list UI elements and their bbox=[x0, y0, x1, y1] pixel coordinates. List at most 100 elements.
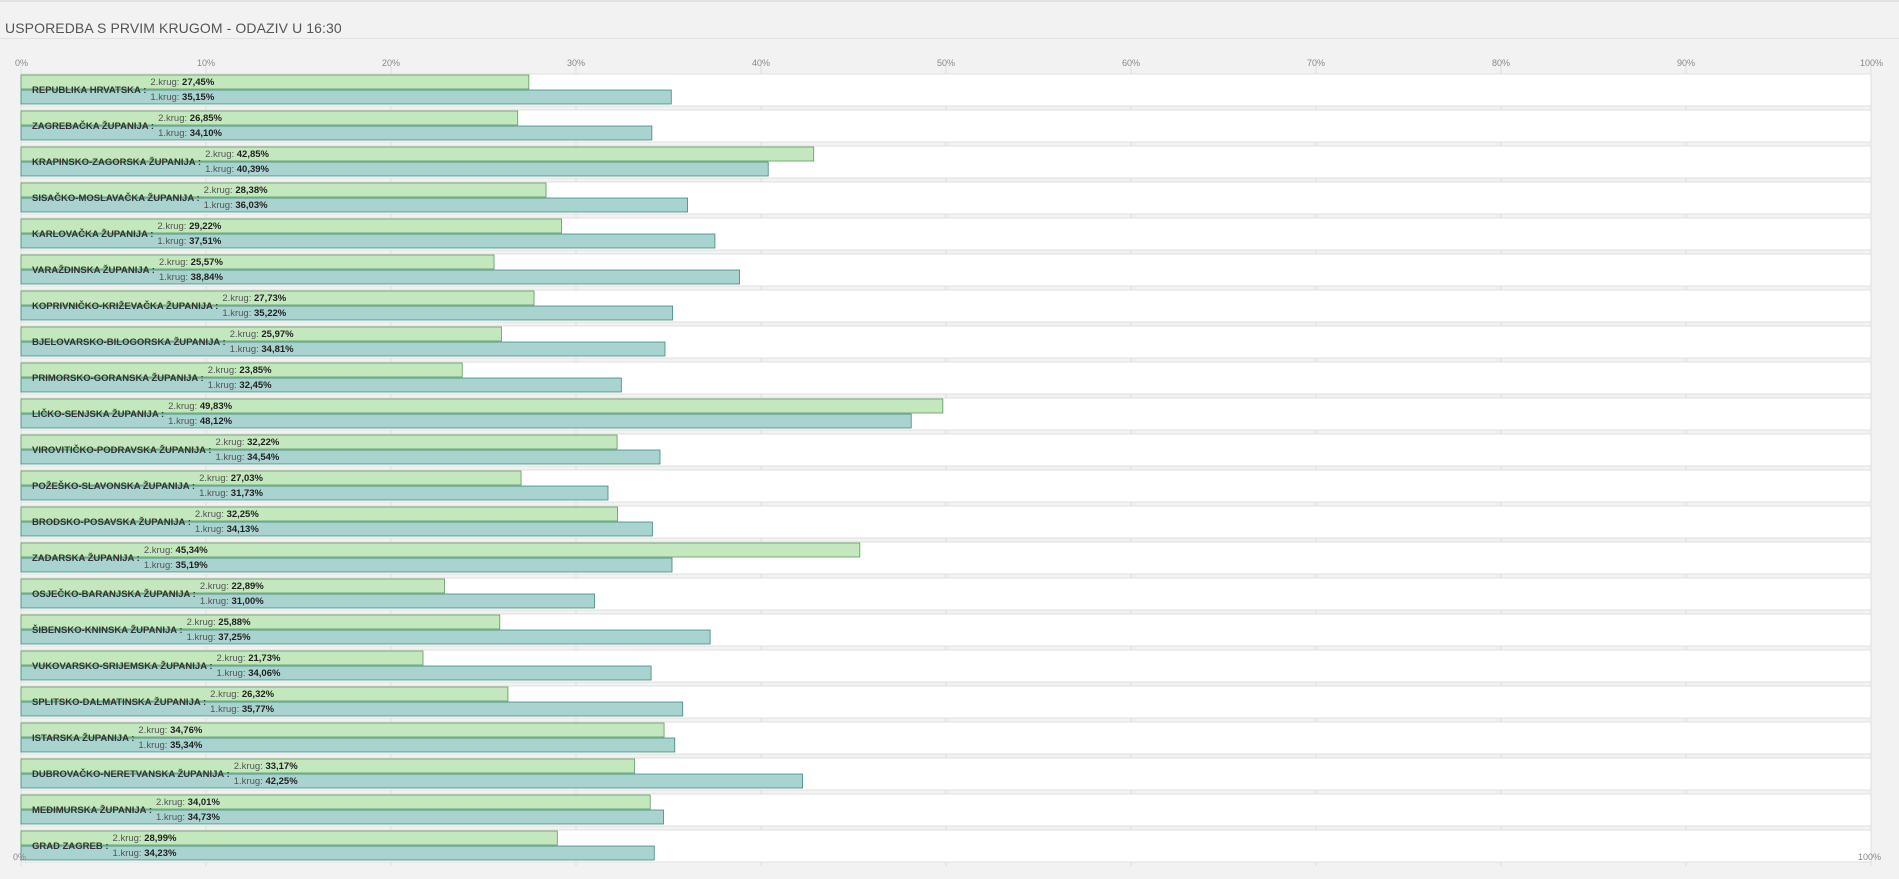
x-tick-label: 40% bbox=[752, 58, 770, 68]
value-label-round2: 2.krug: 29,22% bbox=[157, 221, 221, 232]
value-label-round2: 2.krug: 49,83% bbox=[168, 401, 232, 412]
x-tick-label: 30% bbox=[567, 58, 585, 68]
category-label: POŽEŠKO-SLAVONSKA ŽUPANIJA : bbox=[32, 480, 195, 492]
value-label-round2: 2.krug: 34,01% bbox=[156, 797, 220, 808]
bar-round1 bbox=[20, 341, 666, 357]
value-label-round1: 1.krug: 34,81% bbox=[230, 344, 294, 355]
bar-round2 bbox=[20, 830, 558, 846]
bar-round2 bbox=[20, 218, 562, 234]
value-label-round1: 1.krug: 35,22% bbox=[222, 308, 286, 319]
bar-round2 bbox=[20, 362, 463, 378]
value-label-round2: 2.krug: 25,88% bbox=[187, 617, 251, 628]
value-label-round1: 1.krug: 37,51% bbox=[157, 236, 221, 247]
value-label-round1: 1.krug: 40,39% bbox=[205, 164, 269, 175]
value-label-round1: 1.krug: 32,45% bbox=[208, 380, 272, 391]
bar-round1 bbox=[20, 233, 716, 249]
category-label: KRAPINSKO-ZAGORSKA ŽUPANIJA : bbox=[32, 156, 201, 168]
title-divider bbox=[0, 38, 1899, 39]
bar-round1 bbox=[20, 125, 653, 141]
bar-round2 bbox=[20, 326, 502, 342]
value-label-round1: 1.krug: 35,34% bbox=[138, 740, 202, 751]
category-label: MEĐIMURSKA ŽUPANIJA : bbox=[32, 804, 152, 816]
category-label: ISTARSKA ŽUPANIJA : bbox=[32, 732, 134, 744]
value-label-round2: 2.krug: 21,73% bbox=[217, 653, 281, 664]
bar-round1 bbox=[20, 521, 653, 537]
bar-round1 bbox=[20, 449, 661, 465]
value-label-round2: 2.krug: 23,85% bbox=[208, 365, 272, 376]
bar-round1 bbox=[20, 593, 595, 609]
value-label-round1: 1.krug: 31,73% bbox=[199, 488, 263, 499]
x-tick-label: 100% bbox=[1860, 58, 1883, 68]
x-tick-label: 0% bbox=[15, 58, 28, 68]
value-label-round1: 1.krug: 42,25% bbox=[234, 776, 298, 787]
bar-round1 bbox=[20, 737, 676, 753]
top-border bbox=[0, 0, 1899, 2]
bar-round1 bbox=[20, 305, 673, 321]
bar-round2 bbox=[20, 758, 636, 774]
bar-round2 bbox=[20, 650, 424, 666]
bar-round2 bbox=[20, 290, 535, 306]
x-tick-label: 20% bbox=[382, 58, 400, 68]
value-label-round2: 2.krug: 32,22% bbox=[215, 437, 279, 448]
category-label: VIROVITIČKO-PODRAVSKA ŽUPANIJA : bbox=[32, 444, 211, 456]
bar-round2 bbox=[20, 254, 495, 270]
bar-round2 bbox=[20, 182, 547, 198]
bar-round1 bbox=[20, 845, 655, 861]
value-label-round2: 2.krug: 27,73% bbox=[222, 293, 286, 304]
bar-round1 bbox=[20, 485, 609, 501]
value-label-round1: 1.krug: 37,25% bbox=[187, 632, 251, 643]
category-label: REPUBLIKA HRVATSKA : bbox=[32, 85, 146, 96]
bar-round2 bbox=[20, 74, 530, 90]
value-label-round1: 1.krug: 34,13% bbox=[195, 524, 259, 535]
value-label-round2: 2.krug: 45,34% bbox=[144, 545, 208, 556]
category-label: VARAŽDINSKA ŽUPANIJA : bbox=[32, 264, 155, 276]
bar-round2 bbox=[20, 542, 861, 558]
bar-round2 bbox=[20, 434, 618, 450]
category-label: SISAČKO-MOSLAVAČKA ŽUPANIJA : bbox=[32, 192, 200, 204]
value-label-round2: 2.krug: 26,32% bbox=[210, 689, 274, 700]
value-label-round2: 2.krug: 26,85% bbox=[158, 113, 222, 124]
value-label-round1: 1.krug: 34,54% bbox=[215, 452, 279, 463]
value-label-round2: 2.krug: 25,97% bbox=[230, 329, 294, 340]
bar-round1 bbox=[20, 557, 673, 573]
category-label: GRAD ZAGREB : bbox=[32, 841, 109, 852]
bar-round2 bbox=[20, 110, 519, 126]
x-tick-label: 60% bbox=[1122, 58, 1140, 68]
bar-round1 bbox=[20, 629, 711, 645]
category-label: LIČKO-SENJSKA ŽUPANIJA : bbox=[32, 408, 164, 420]
category-label: BJELOVARSKO-BILOGORSKA ŽUPANIJA : bbox=[32, 336, 226, 348]
category-label: OSJEČKO-BARANJSKA ŽUPANIJA : bbox=[32, 588, 196, 600]
value-label-round1: 1.krug: 31,00% bbox=[200, 596, 264, 607]
bar-round2 bbox=[20, 686, 509, 702]
value-label-round1: 1.krug: 34,73% bbox=[156, 812, 220, 823]
value-label-round2: 2.krug: 27,03% bbox=[199, 473, 263, 484]
value-label-round2: 2.krug: 25,57% bbox=[159, 257, 223, 268]
bar-round2 bbox=[20, 146, 815, 162]
value-label-round2: 2.krug: 34,76% bbox=[138, 725, 202, 736]
bar-round2 bbox=[20, 506, 619, 522]
category-label: KOPRIVNIČKO-KRIŽEVAČKA ŽUPANIJA : bbox=[32, 300, 218, 312]
value-label-round1: 1.krug: 36,03% bbox=[204, 200, 268, 211]
value-label-round2: 2.krug: 42,85% bbox=[205, 149, 269, 160]
bar-round1 bbox=[20, 701, 684, 717]
category-label: VUKOVARSKO-SRIJEMSKA ŽUPANIJA : bbox=[32, 660, 213, 672]
value-label-round2: 2.krug: 27,45% bbox=[150, 77, 214, 88]
x-tick-label-bottom: 100% bbox=[1858, 852, 1881, 862]
value-label-round1: 1.krug: 34,06% bbox=[217, 668, 281, 679]
bar-round1 bbox=[20, 161, 769, 177]
bar-round2 bbox=[20, 578, 445, 594]
value-label-round2: 2.krug: 22,89% bbox=[200, 581, 264, 592]
value-label-round1: 1.krug: 35,77% bbox=[210, 704, 274, 715]
x-tick-label: 10% bbox=[197, 58, 215, 68]
bar-round2 bbox=[20, 614, 501, 630]
value-label-round2: 2.krug: 28,99% bbox=[113, 833, 177, 844]
bar-round2 bbox=[20, 722, 665, 738]
category-label: DUBROVAČKO-NERETVANSKA ŽUPANIJA : bbox=[32, 768, 230, 780]
bar-round1 bbox=[20, 197, 688, 213]
bar-round2 bbox=[20, 398, 944, 414]
x-tick-label: 80% bbox=[1492, 58, 1510, 68]
category-label: ŠIBENSKO-KNINSKA ŽUPANIJA : bbox=[32, 624, 183, 636]
value-label-round2: 2.krug: 33,17% bbox=[234, 761, 298, 772]
bar-round1 bbox=[20, 269, 740, 285]
